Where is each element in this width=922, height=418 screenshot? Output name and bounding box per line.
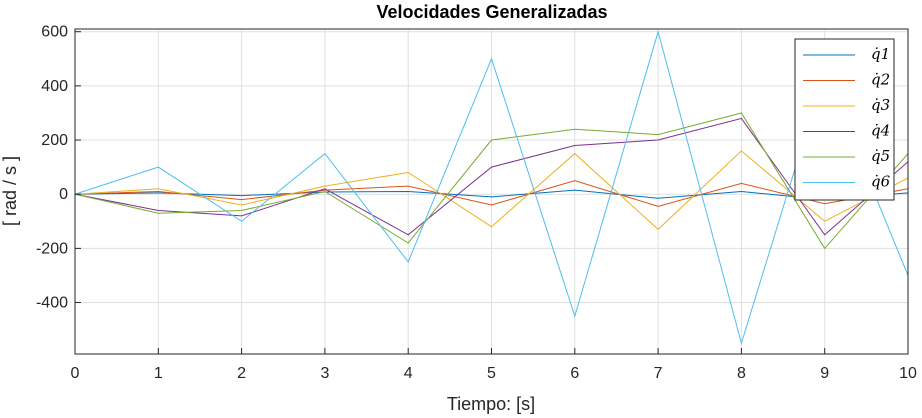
x-tick-label-0: 0 xyxy=(71,365,80,382)
x-tick-label-7: 7 xyxy=(654,365,663,382)
series-line-6 xyxy=(75,29,908,346)
series-line-2 xyxy=(75,180,908,207)
y-tick-label-4: 400 xyxy=(41,78,68,95)
legend-label-4: q̇4 xyxy=(871,122,890,140)
series-line-5 xyxy=(75,112,908,250)
x-tick-label-1: 1 xyxy=(154,365,163,382)
y-tick-label-2: 0 xyxy=(59,186,68,203)
series-line-3 xyxy=(75,150,908,231)
x-tick-label-8: 8 xyxy=(737,365,746,382)
legend-box xyxy=(794,38,895,201)
legend-label-6: q̇6 xyxy=(871,173,891,191)
y-axis-label: [ rad / s ] xyxy=(0,156,20,226)
y-tick-label-0: -400 xyxy=(36,295,68,312)
x-tick-label-4: 4 xyxy=(404,365,413,382)
y-tick-label-3: 200 xyxy=(41,132,68,149)
x-tick-label-2: 2 xyxy=(237,365,246,382)
chart-title: Velocidades Generalizadas xyxy=(376,2,607,22)
x-tick-label-6: 6 xyxy=(570,365,579,382)
legend-label-5: q̇5 xyxy=(871,147,890,165)
legend-label-1: q̇1 xyxy=(871,45,890,63)
y-tick-label-1: -200 xyxy=(36,240,68,257)
legend-label-3: q̇3 xyxy=(871,96,890,114)
x-tick-label-10: 10 xyxy=(899,365,917,382)
x-tick-label-3: 3 xyxy=(320,365,329,382)
legend-label-2: q̇2 xyxy=(871,71,890,89)
x-tick-label-9: 9 xyxy=(820,365,829,382)
x-axis-label: Tiempo: [s] xyxy=(447,394,535,414)
series-line-1 xyxy=(75,189,908,201)
series-group xyxy=(75,29,908,346)
y-tick-label-5: 600 xyxy=(41,24,68,41)
ticks: 0 1 2 3 4 5 6 7 8 9 10 -400 -200 0 200 400 600 xyxy=(36,24,917,382)
legend: q̇1 q̇2 q̇3 q̇4 q̇5 q̇6 xyxy=(794,38,895,201)
x-tick-label-5: 5 xyxy=(487,365,496,382)
